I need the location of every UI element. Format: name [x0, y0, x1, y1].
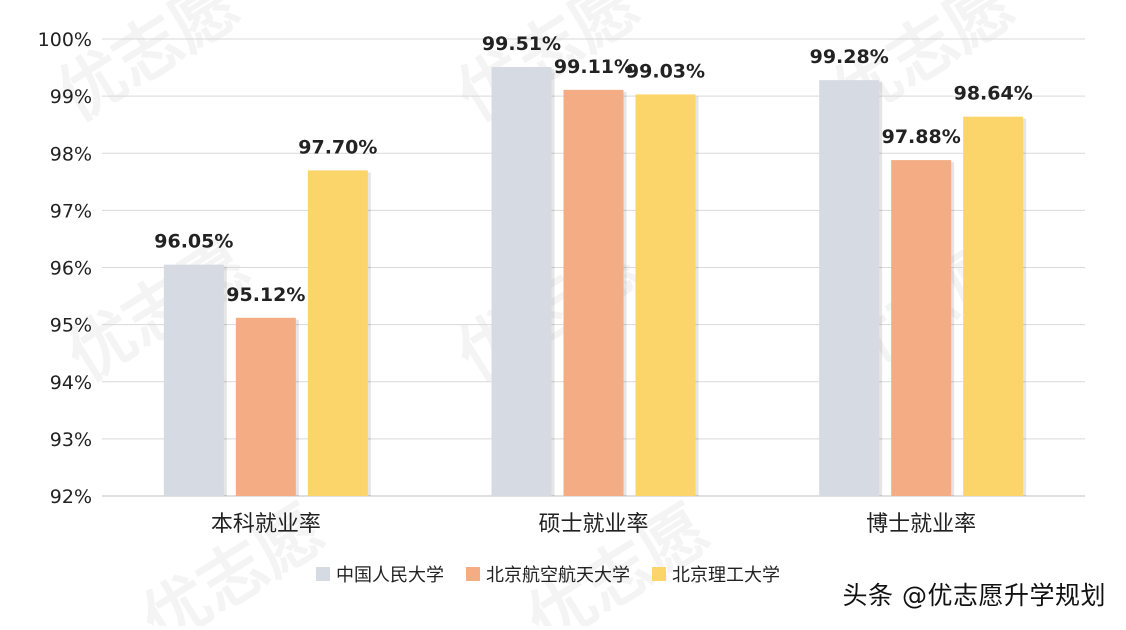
- bar: [563, 89, 624, 496]
- legend: 中国人民大学 北京航空航天大学 北京理工大学: [316, 565, 780, 586]
- x-tick-label: 博士就业率: [866, 512, 976, 537]
- legend-swatch: [316, 567, 330, 581]
- legend-swatch: [652, 567, 666, 581]
- y-tick-label: 95%: [50, 315, 92, 337]
- y-tick-label: 99%: [50, 86, 92, 108]
- bar: [891, 160, 952, 497]
- x-axis: 本科就业率 硕士就业率 博士就业率: [211, 512, 976, 537]
- bars: [163, 66, 1027, 497]
- bar: [163, 264, 224, 496]
- data-label: 96.05%: [154, 231, 233, 253]
- credit-text: 头条 @优志愿升学规划: [842, 581, 1106, 610]
- bar: [491, 66, 552, 497]
- data-labels: 96.05% 95.12% 97.70% 99.51%99.11%99.03% 99.2…: [154, 33, 1032, 306]
- data-label: 98.64%: [954, 83, 1033, 105]
- y-tick-label: 92%: [50, 486, 92, 508]
- y-tick-label: 93%: [50, 429, 92, 451]
- legend-label: 北京理工大学: [672, 565, 780, 586]
- bar: [307, 170, 368, 496]
- y-axis: 100% 99% 98% 97% 96% 95% 94% 93% 92%: [38, 29, 92, 508]
- legend-label: 中国人民大学: [336, 565, 444, 586]
- x-tick-label: 本科就业率: [211, 512, 321, 537]
- x-tick-label: 硕士就业率: [538, 512, 648, 537]
- bar: [819, 80, 880, 496]
- data-label: 99.28%: [810, 46, 889, 68]
- data-label: 95.12%: [226, 284, 305, 306]
- y-tick-label: 97%: [50, 200, 92, 222]
- data-label: 99.03%: [626, 60, 705, 82]
- data-label: 99.51%: [482, 33, 561, 55]
- legend-label: 北京航空航天大学: [486, 565, 630, 586]
- y-tick-label: 94%: [50, 372, 92, 394]
- bar: [963, 116, 1024, 496]
- data-label: 97.88%: [882, 126, 961, 148]
- bar: [635, 94, 696, 496]
- data-label: 97.70%: [298, 136, 377, 158]
- y-tick-label: 100%: [38, 29, 92, 51]
- data-label: 99.11%: [554, 56, 633, 78]
- y-tick-label: 96%: [50, 258, 92, 280]
- bar: [235, 317, 296, 496]
- watermark-text: 优志愿: [44, 0, 253, 136]
- legend-swatch: [466, 567, 480, 581]
- y-tick-label: 98%: [50, 143, 92, 165]
